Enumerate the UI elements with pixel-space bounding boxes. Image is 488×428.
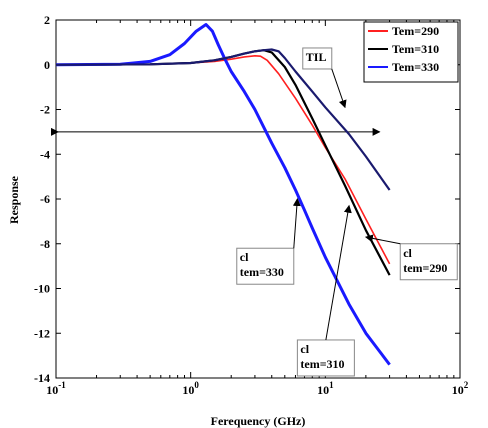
annotations: TIL cl tem=330 cl tem=290 cl tem=310 xyxy=(236,47,458,377)
annotation-cl-tem-290-text: cl tem=290 xyxy=(403,246,447,275)
x-tick-label: 100 xyxy=(182,380,199,397)
legend-label-tem-310: Tem=310 xyxy=(392,42,439,56)
legend-label-tem-290: Tem=290 xyxy=(392,24,439,38)
y-tick-label: -4 xyxy=(40,147,50,161)
annotation-cl-tem-290-arrow xyxy=(364,234,401,245)
y-tick-label: -2 xyxy=(40,103,50,117)
annotation-cl-tem-330-text: cl tem=330 xyxy=(240,250,284,279)
series-line-tem-330 xyxy=(55,23,391,366)
y-tick-label: 0 xyxy=(44,58,50,72)
annotation-cl-tem-330-arrow xyxy=(292,198,301,249)
y-axis-ticks: 2 0 -2 -4 -6 -8 -10 -12 -14 xyxy=(34,13,460,385)
annotation-til-arrow xyxy=(331,68,347,109)
annotation-til-box xyxy=(302,47,333,70)
legend-label-tem-330: Tem=330 xyxy=(392,60,439,74)
x-tick-label: 10-1 xyxy=(46,380,66,397)
series-line-til xyxy=(55,48,391,191)
annotation-cl-tem-310-arrow xyxy=(325,204,352,341)
y-tick-label: -6 xyxy=(40,192,50,206)
y-tick-label: 2 xyxy=(44,13,50,27)
x-axis-title: Ferequency (GHz) xyxy=(211,414,306,428)
y-tick-label: -8 xyxy=(40,237,50,251)
legend: Tem=290 Tem=310 Tem=330 xyxy=(363,21,459,83)
x-tick-label: 102 xyxy=(452,380,469,397)
y-tick-label: -12 xyxy=(34,326,50,340)
x-tick-label: 101 xyxy=(317,380,334,397)
series-lines xyxy=(55,23,391,366)
legend-box xyxy=(363,21,459,83)
y-tick-label: -10 xyxy=(34,282,50,296)
y-axis-title: Response xyxy=(7,175,21,224)
annotation-cl-tem-330-box xyxy=(236,247,295,285)
y-tick-label: -14 xyxy=(34,371,50,385)
annotation-cl-tem-310-text: cl tem=310 xyxy=(300,342,344,371)
annotation-cl-tem-290-box xyxy=(399,243,458,281)
annotation-til-text: TIL xyxy=(306,50,327,64)
